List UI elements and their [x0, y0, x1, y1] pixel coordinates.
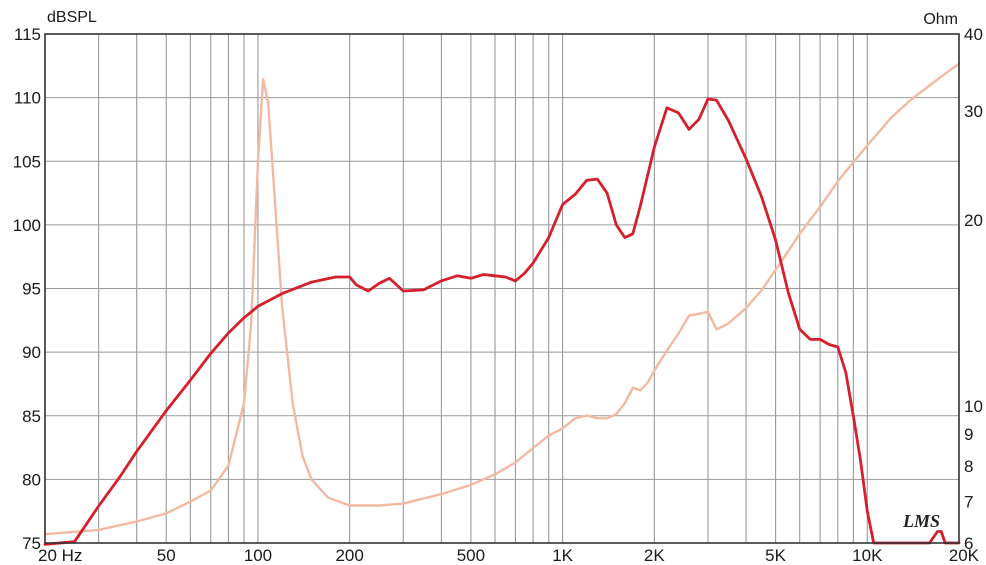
left-axis-unit: dBSPL	[47, 9, 97, 26]
y-right-tick-label: 6	[964, 534, 973, 553]
x-tick-label: 10K	[852, 546, 883, 565]
y-right-tick-label: 9	[964, 425, 973, 444]
x-tick-label: 50	[157, 546, 176, 565]
y-left-tick-label: 110	[14, 89, 41, 108]
x-tick-label: 100	[244, 546, 272, 565]
x-tick-label: 5K	[765, 546, 786, 565]
y-left-tick-label: 80	[22, 470, 41, 489]
y-right-tick-label: 30	[964, 102, 983, 121]
y-left-tick-label: 115	[14, 25, 41, 44]
y-left-tick-label: 95	[22, 280, 41, 299]
gridlines	[44, 33, 960, 544]
plot-frame	[44, 33, 960, 544]
y-right-tick-label: 20	[964, 211, 983, 230]
lms-logo: LMS	[902, 511, 940, 531]
y-left-tick-label: 75	[22, 534, 41, 553]
x-tick-label: 20K	[949, 546, 980, 565]
y-right-tick-label: 7	[964, 493, 973, 512]
y-left-tick-label: 90	[22, 343, 41, 362]
x-tick-label: 500	[457, 546, 485, 565]
x-tick-label: 1K	[552, 546, 573, 565]
y-right-tick-label: 8	[964, 457, 973, 476]
y-left-tick-label: 105	[13, 152, 41, 171]
y-right-tick-label: 40	[964, 25, 983, 44]
series-group	[43, 62, 961, 546]
x-tick-label: 20 Hz	[38, 546, 82, 565]
right-axis-unit: Ohm	[923, 11, 958, 28]
spl-curve	[43, 97, 961, 546]
y-right-tick-label: 10	[964, 397, 983, 416]
tick-labels: 20 Hz 50 100 200 500 1K 2K 5K 10K 20K 75 80 85 90 95 10…	[13, 25, 983, 565]
y-left-tick-label: 100	[13, 216, 41, 235]
x-tick-label: 2K	[644, 546, 665, 565]
y-left-tick-label: 85	[22, 407, 41, 426]
x-tick-label: 200	[335, 546, 363, 565]
impedance-curve	[43, 62, 961, 536]
